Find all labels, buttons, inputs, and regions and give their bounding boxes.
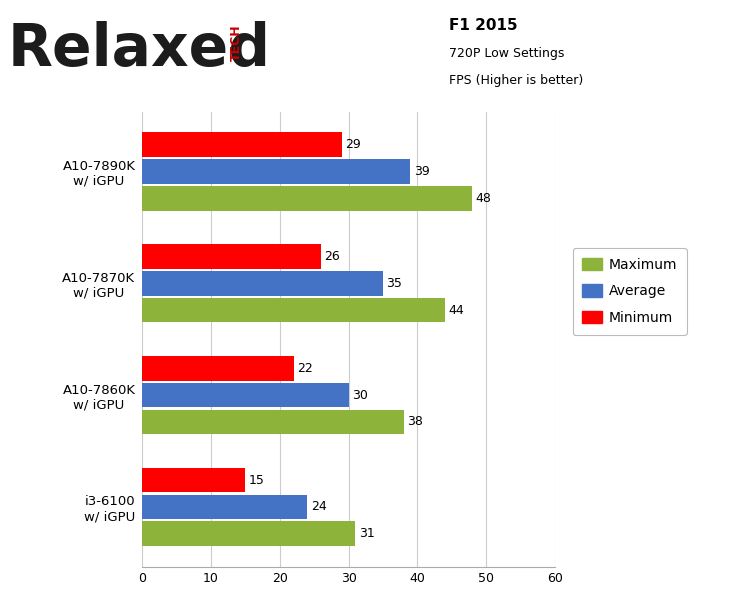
Legend: Maximum, Average, Minimum: Maximum, Average, Minimum xyxy=(573,248,687,335)
Text: 48: 48 xyxy=(476,192,491,205)
Text: 22: 22 xyxy=(297,362,312,374)
Text: TECH: TECH xyxy=(230,25,243,62)
Bar xyxy=(142,271,383,295)
Text: 30: 30 xyxy=(352,388,368,402)
Bar xyxy=(142,409,404,434)
Text: Relaxed: Relaxed xyxy=(7,21,270,78)
Bar xyxy=(142,356,293,380)
Text: 44: 44 xyxy=(448,304,464,317)
Text: 24: 24 xyxy=(311,500,326,513)
Bar xyxy=(142,244,321,269)
Bar xyxy=(142,186,472,210)
Text: 26: 26 xyxy=(325,250,340,263)
Text: FPS (Higher is better): FPS (Higher is better) xyxy=(449,74,583,87)
Bar xyxy=(142,383,348,408)
Text: 39: 39 xyxy=(414,165,430,178)
Text: 38: 38 xyxy=(407,415,423,429)
Bar xyxy=(142,132,342,157)
Bar xyxy=(142,522,356,546)
Text: 720P Low Settings: 720P Low Settings xyxy=(449,47,564,60)
Bar xyxy=(142,494,307,519)
Text: 29: 29 xyxy=(345,138,361,151)
Text: 31: 31 xyxy=(359,527,374,540)
Text: 35: 35 xyxy=(386,277,402,290)
Bar xyxy=(142,468,245,493)
Bar xyxy=(142,159,410,184)
Text: F1 2015: F1 2015 xyxy=(449,19,518,33)
Bar xyxy=(142,298,445,323)
Text: 15: 15 xyxy=(249,473,265,487)
